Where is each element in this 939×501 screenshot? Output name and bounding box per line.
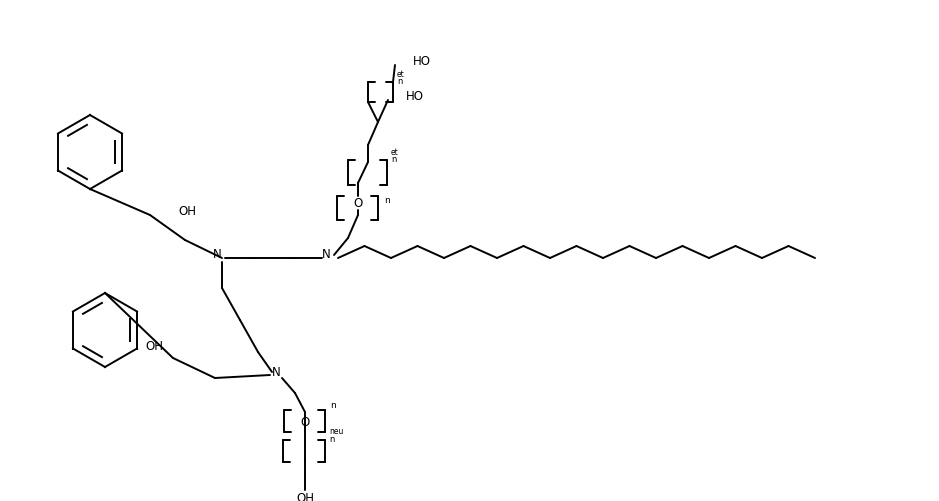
Text: OH: OH <box>296 491 314 501</box>
Text: neu: neu <box>329 427 344 436</box>
Text: n: n <box>384 195 390 204</box>
Text: n: n <box>391 154 396 163</box>
Text: et: et <box>391 147 399 156</box>
Text: N: N <box>322 248 331 262</box>
Text: OH: OH <box>145 340 163 353</box>
Text: O: O <box>300 415 310 428</box>
Text: O: O <box>353 196 362 209</box>
Text: N: N <box>212 248 222 262</box>
Text: N: N <box>271 366 281 378</box>
Text: HO: HO <box>413 55 431 68</box>
Text: n: n <box>397 77 403 86</box>
Text: HO: HO <box>406 90 424 103</box>
Text: OH: OH <box>178 204 196 217</box>
Text: n: n <box>329 434 334 443</box>
Text: n: n <box>330 400 336 409</box>
Text: et: et <box>397 70 405 79</box>
